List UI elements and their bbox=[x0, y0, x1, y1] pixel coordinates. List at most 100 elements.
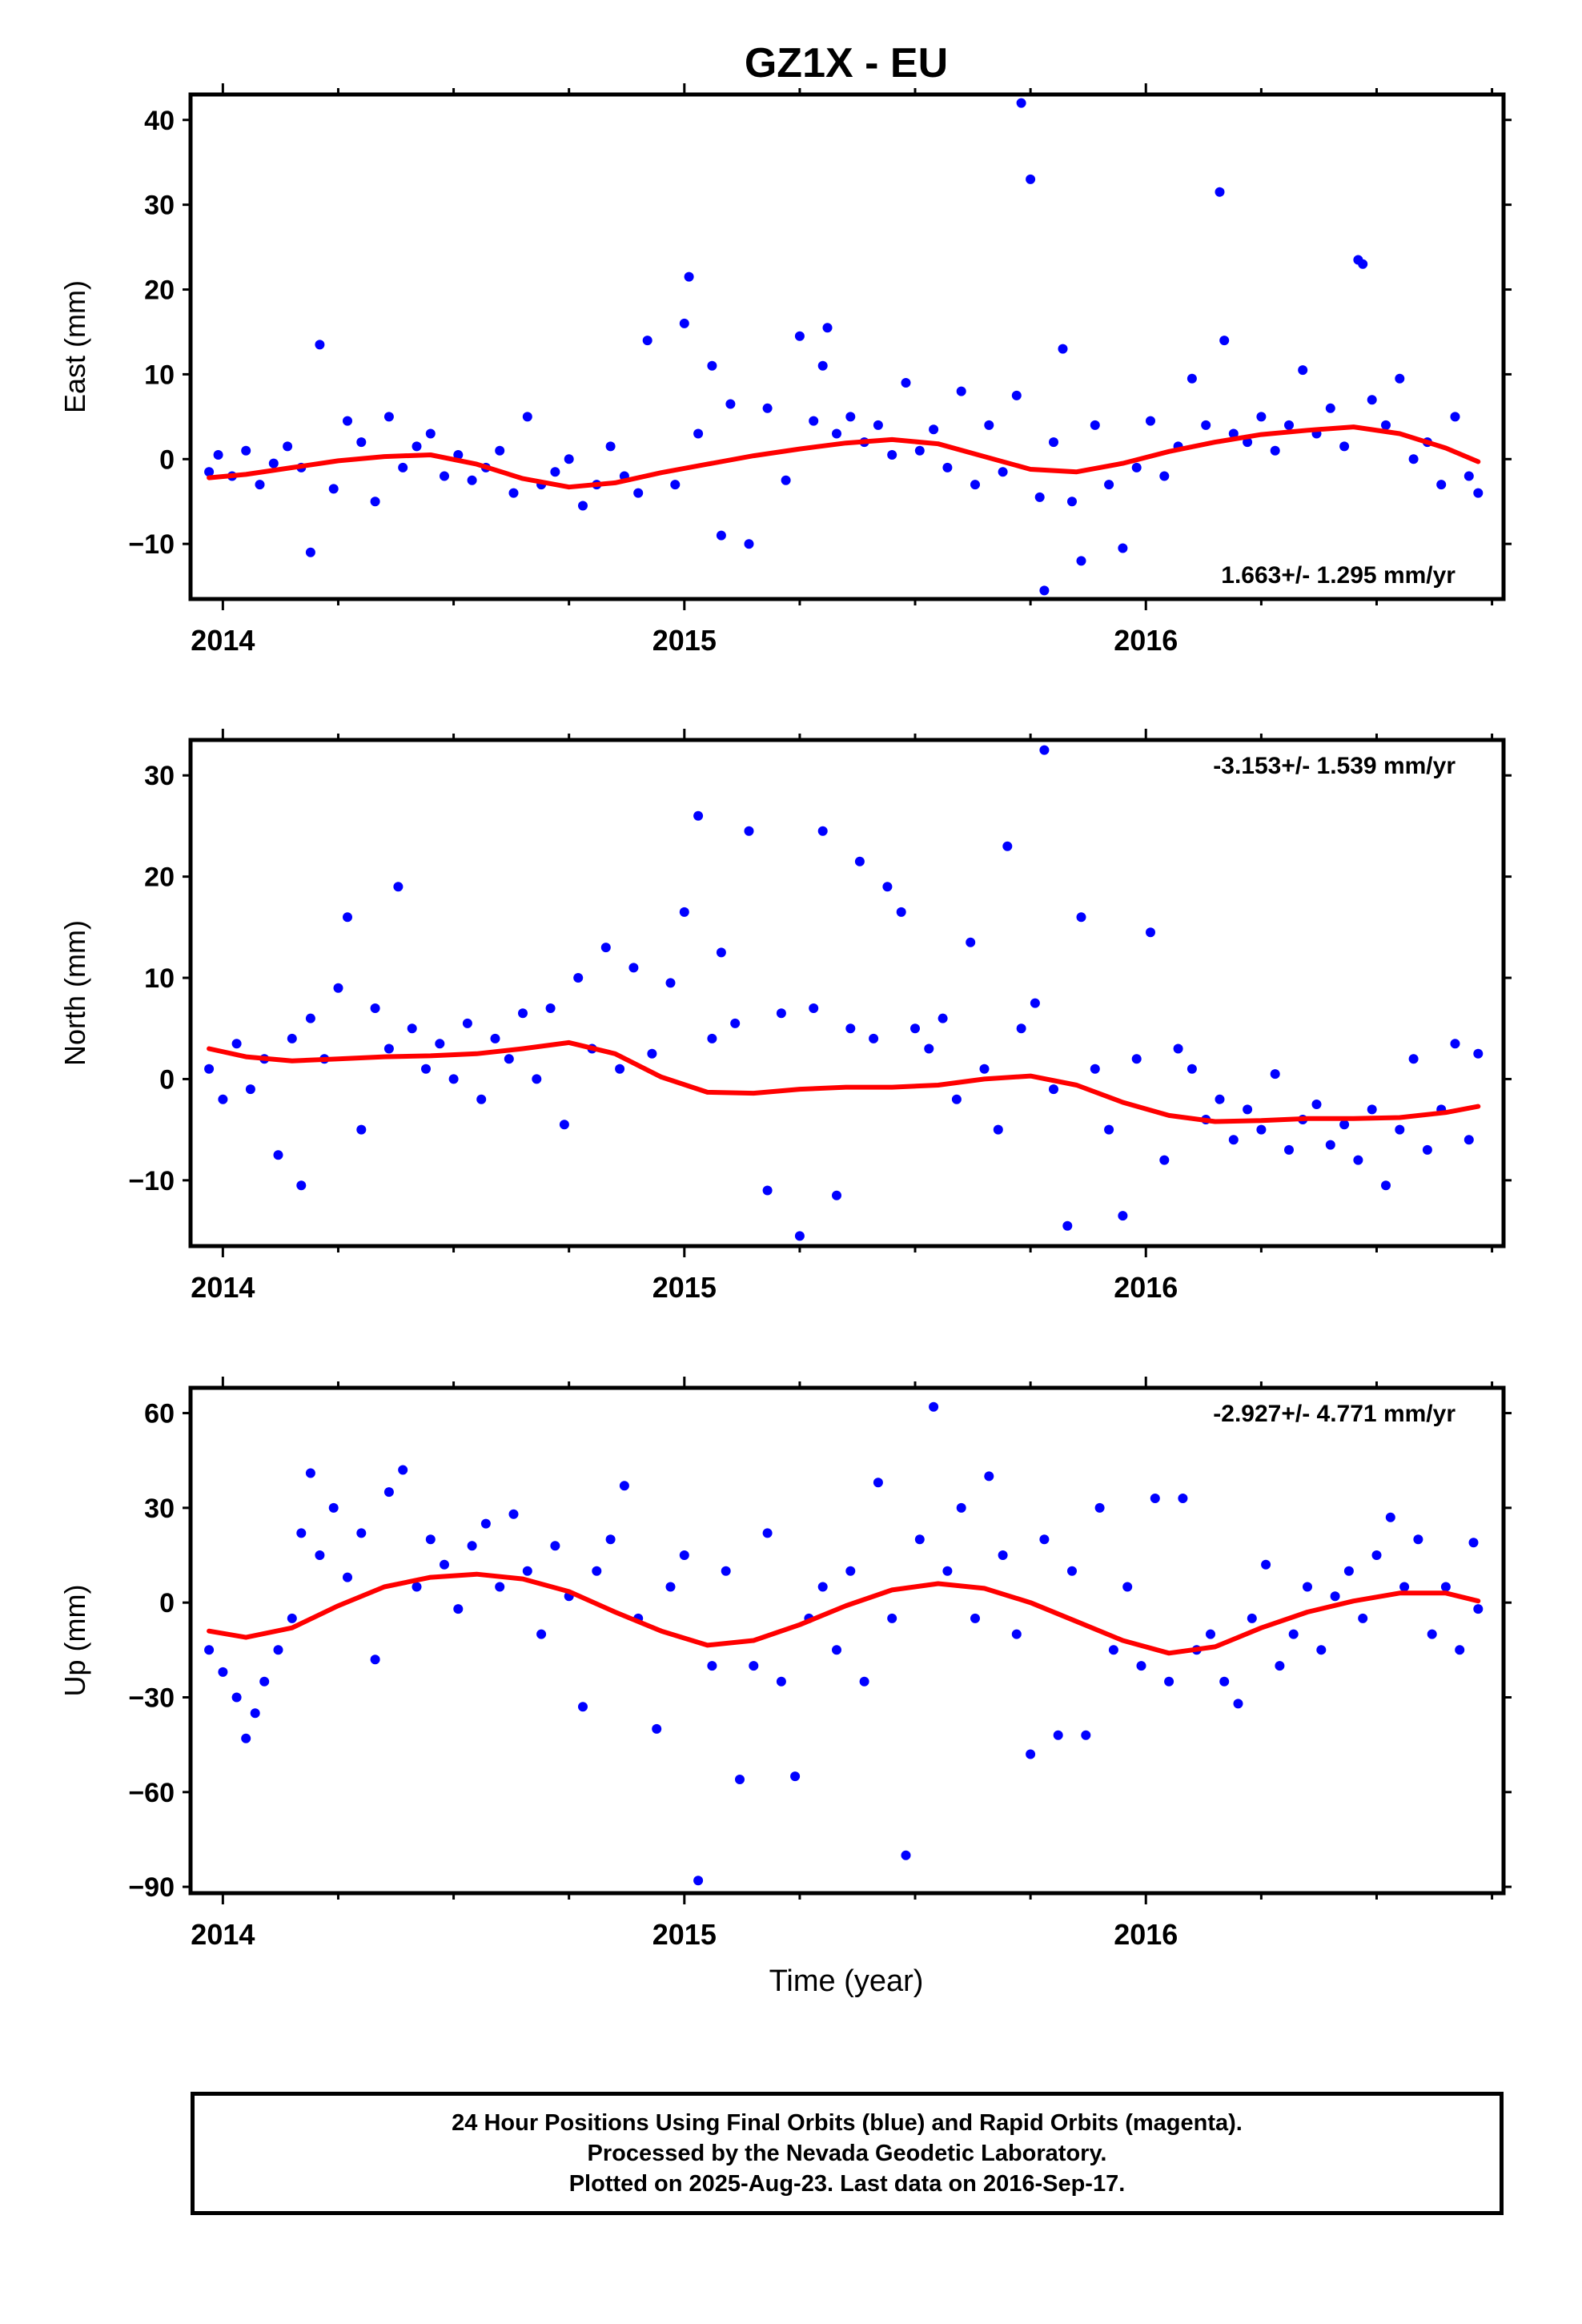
east-data-point bbox=[356, 437, 367, 448]
up-data-point bbox=[762, 1528, 773, 1538]
north-data-point bbox=[845, 1023, 856, 1034]
up-data-point bbox=[508, 1509, 519, 1519]
east-data-point bbox=[1146, 416, 1155, 426]
east-data-point bbox=[564, 454, 574, 464]
up-data-point bbox=[735, 1775, 745, 1784]
east-data-point bbox=[1090, 420, 1100, 430]
up-data-point bbox=[970, 1613, 980, 1623]
north-data-point bbox=[1367, 1104, 1377, 1115]
up-y-tick-label: 30 bbox=[144, 1494, 175, 1524]
north-data-point bbox=[896, 907, 906, 917]
north-data-point bbox=[504, 1054, 514, 1064]
north-data-point bbox=[1325, 1140, 1335, 1150]
north-points bbox=[204, 745, 1484, 1241]
up-data-point bbox=[495, 1582, 505, 1592]
up-data-point bbox=[1316, 1645, 1327, 1655]
up-data-point bbox=[480, 1518, 491, 1529]
footer-line-2: Processed by the Nevada Geodetic Laborat… bbox=[587, 2141, 1107, 2166]
north-data-point bbox=[407, 1023, 417, 1034]
east-data-point bbox=[887, 450, 897, 460]
north-data-point bbox=[1228, 1135, 1239, 1145]
up-data-point bbox=[578, 1702, 588, 1712]
up-data-point bbox=[859, 1676, 869, 1687]
north-data-point bbox=[707, 1033, 717, 1043]
east-data-point bbox=[1049, 437, 1058, 448]
up-data-point bbox=[315, 1550, 325, 1560]
up-data-point bbox=[398, 1465, 408, 1475]
north-data-point bbox=[951, 1094, 962, 1104]
up-data-point bbox=[1094, 1502, 1105, 1513]
north-data-point bbox=[1131, 1054, 1142, 1064]
east-data-point bbox=[633, 488, 644, 498]
east-data-point bbox=[956, 386, 966, 396]
up-points bbox=[204, 1401, 1484, 1886]
east-data-point bbox=[822, 323, 833, 333]
east-data-point bbox=[440, 471, 449, 481]
north-data-point bbox=[693, 810, 704, 821]
up-data-point bbox=[1385, 1512, 1395, 1522]
north-x-tick-label: 2014 bbox=[191, 1271, 255, 1304]
north-data-point bbox=[1030, 998, 1040, 1008]
up-data-point bbox=[1067, 1566, 1077, 1576]
east-data-point bbox=[1058, 344, 1068, 354]
up-data-point bbox=[873, 1478, 883, 1488]
north-data-point bbox=[1381, 1180, 1391, 1191]
east-data-point bbox=[1298, 365, 1308, 376]
north-data-point bbox=[1422, 1144, 1432, 1155]
north-data-point bbox=[1104, 1124, 1114, 1135]
up-data-point bbox=[241, 1733, 251, 1743]
east-x-tick-label: 2016 bbox=[1114, 624, 1178, 657]
up-data-point bbox=[1358, 1613, 1368, 1623]
north-data-point bbox=[435, 1039, 445, 1049]
up-data-point bbox=[383, 1487, 394, 1498]
east-data-point bbox=[328, 484, 339, 494]
up-data-point bbox=[467, 1541, 477, 1551]
north-data-point bbox=[832, 1190, 841, 1200]
up-data-point bbox=[1468, 1538, 1479, 1548]
up-data-point bbox=[619, 1481, 629, 1491]
north-data-point bbox=[716, 947, 726, 958]
east-data-point bbox=[1201, 420, 1211, 430]
up-data-point bbox=[998, 1550, 1008, 1560]
east-data-point bbox=[425, 428, 436, 439]
north-data-point bbox=[924, 1043, 934, 1054]
up-rate-label: -2.927+/- 4.771 mm/yr bbox=[1213, 1401, 1456, 1427]
east-data-point bbox=[1219, 336, 1230, 346]
up-data-point bbox=[1371, 1550, 1382, 1560]
up-data-point bbox=[1178, 1494, 1188, 1503]
east-data-point bbox=[1016, 98, 1026, 108]
north-y-tick-label: 0 bbox=[159, 1064, 175, 1095]
east-data-point bbox=[1358, 259, 1368, 269]
up-data-point bbox=[296, 1528, 307, 1538]
east-data-point bbox=[1464, 471, 1474, 481]
north-data-point bbox=[869, 1033, 879, 1043]
north-data-point bbox=[1090, 1063, 1100, 1074]
up-y-tick-label: −90 bbox=[128, 1872, 175, 1903]
east-data-point bbox=[412, 441, 422, 452]
north-data-point bbox=[1186, 1063, 1197, 1074]
north-data-point bbox=[1339, 1120, 1350, 1130]
east-data-point bbox=[679, 318, 689, 328]
east-data-point bbox=[1215, 187, 1225, 197]
east-y-tick-label: 20 bbox=[144, 275, 175, 306]
east-rate-label: 1.663+/- 1.295 mm/yr bbox=[1221, 562, 1456, 589]
east-data-point bbox=[1325, 403, 1335, 413]
north-data-point bbox=[1243, 1104, 1253, 1115]
east-data-point bbox=[1270, 445, 1280, 456]
up-fit-curve bbox=[207, 1571, 1481, 1656]
east-data-point bbox=[873, 420, 883, 430]
north-data-point bbox=[296, 1180, 307, 1191]
east-frame bbox=[188, 92, 1506, 601]
north-data-point bbox=[343, 912, 352, 923]
east-data-point bbox=[268, 458, 279, 468]
east-data-point bbox=[684, 271, 694, 282]
north-data-point bbox=[679, 907, 689, 917]
north-data-point bbox=[287, 1033, 297, 1043]
east-data-point bbox=[781, 475, 791, 485]
north-frame bbox=[188, 738, 1506, 1248]
panel-north: −10 0 10 20 30 2014 2015 2016 North (mm) -3.153+/… bbox=[58, 729, 1512, 1304]
up-data-point bbox=[1473, 1604, 1484, 1614]
east-data-point bbox=[1039, 585, 1050, 596]
up-data-point bbox=[343, 1572, 352, 1582]
